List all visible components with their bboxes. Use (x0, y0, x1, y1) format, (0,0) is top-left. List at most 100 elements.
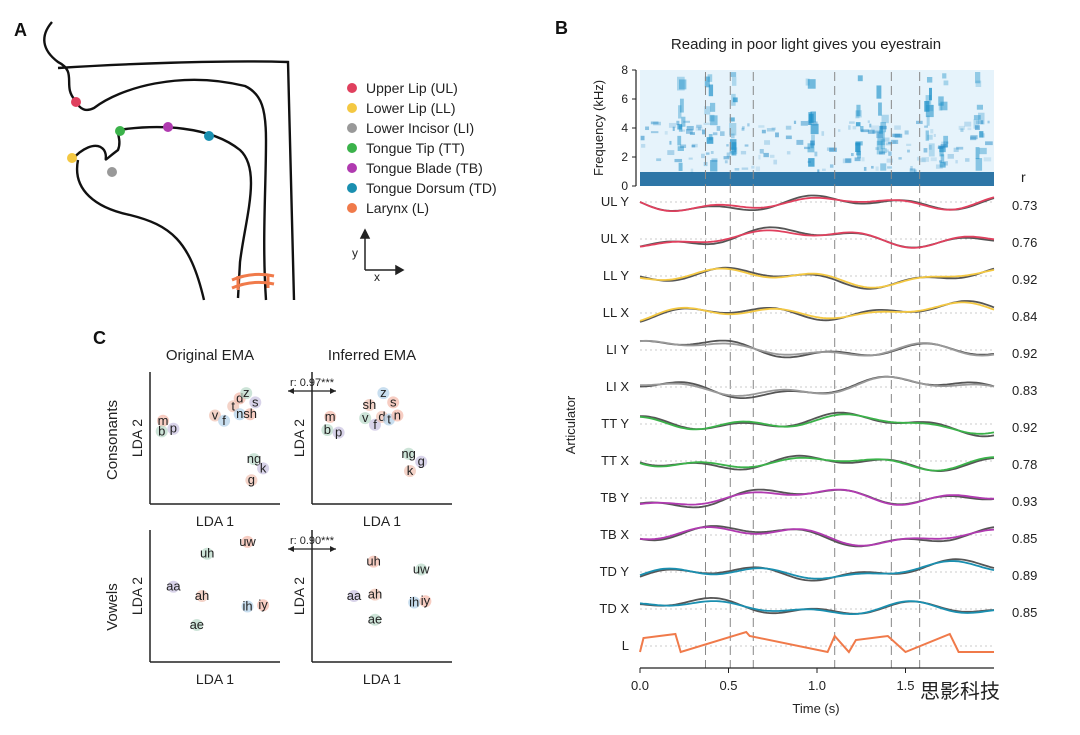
lda-point-label: g (248, 472, 255, 487)
spec-speck (758, 154, 761, 160)
spec-speck (680, 144, 687, 148)
lda-point (363, 398, 376, 411)
spec-burst (855, 122, 861, 127)
lda-point-label: z (243, 385, 250, 400)
lda-point-label: f (222, 413, 226, 428)
spec-speck (758, 125, 765, 128)
spec-burst (678, 79, 687, 90)
lda-point (248, 453, 260, 466)
spec-speck (887, 166, 893, 169)
spec-speck (796, 139, 804, 145)
skull-outline (57, 60, 296, 301)
spec-burst (708, 134, 713, 141)
spec-speck (645, 126, 650, 131)
spec-speck (970, 135, 978, 140)
spec-speck (650, 121, 659, 125)
lda-point-label: uw (413, 562, 430, 577)
spec-burst (729, 123, 737, 136)
spec-burst (940, 154, 945, 164)
spec-speck (814, 151, 818, 157)
trace-inferred (639, 267, 995, 289)
spec-burst (925, 104, 934, 118)
spec-speck (893, 140, 897, 144)
spec-speck (720, 131, 725, 136)
spec-speck (871, 165, 874, 169)
spec-burst (928, 143, 935, 157)
spec-speck (898, 157, 902, 160)
spec-speck (987, 120, 990, 124)
spec-burst (876, 85, 882, 99)
trace-inferred (639, 600, 995, 615)
spec-burst (976, 104, 983, 110)
spec-speck (958, 125, 965, 130)
lda-point-label: d (378, 409, 385, 424)
spec-speck (764, 140, 771, 145)
spec-speck (890, 139, 899, 145)
spec-speck (872, 130, 881, 134)
lda-point (155, 425, 168, 438)
spec-speck (852, 125, 857, 130)
lda-point-label: g (418, 454, 425, 469)
spec-burst (978, 112, 985, 125)
spec-burst (810, 123, 819, 135)
lda-point (227, 400, 240, 413)
lda-point (257, 462, 270, 475)
trace-original (639, 226, 995, 249)
spec-speck (848, 125, 851, 130)
spec-burst (943, 135, 949, 148)
spec-speck (769, 154, 775, 158)
spec-speck (892, 133, 901, 138)
spectrogram-energy (640, 72, 993, 174)
trace-larynx (639, 630, 994, 654)
spec-speck (976, 120, 981, 125)
legend-swatch (347, 203, 357, 213)
spec-speck (697, 127, 701, 131)
jaw (75, 159, 206, 301)
spec-burst (975, 80, 982, 87)
lda-point (415, 455, 428, 468)
trace-inferred (639, 413, 995, 435)
spec-speck (930, 157, 937, 162)
spec-burst (704, 76, 710, 88)
spec-burst (807, 79, 816, 89)
spec-burst (710, 115, 718, 126)
r-header: r (1021, 169, 1026, 185)
spec-speck (956, 146, 964, 150)
lda-point-label: v (212, 408, 219, 423)
spec-speck (656, 158, 662, 162)
spec-burst (731, 142, 737, 156)
row-r-value: 0.89 (1012, 568, 1037, 583)
row-label: L (622, 638, 629, 653)
spec-speck (882, 137, 890, 142)
spec-burst (924, 100, 930, 112)
time-tick-label: 0.0 (631, 678, 649, 693)
lda-point (408, 596, 421, 609)
spec-speck (980, 120, 984, 125)
spec-speck (821, 131, 825, 136)
spec-speck (775, 132, 779, 138)
spec-burst (928, 87, 933, 101)
spec-speck (712, 132, 718, 136)
lda-point (391, 409, 404, 422)
spec-speck (669, 140, 672, 145)
spec-burst (678, 105, 682, 119)
spec-speck (906, 143, 912, 146)
trace-original (640, 375, 995, 399)
spec-speck (985, 141, 993, 146)
spec-burst (677, 146, 684, 151)
trace-inferred (639, 375, 995, 397)
spec-speck (786, 151, 791, 155)
legend-swatch (347, 183, 357, 193)
legend-swatch (347, 163, 357, 173)
spec-speck (696, 124, 702, 128)
spec-speck (941, 141, 946, 144)
spec-speck (763, 152, 769, 158)
spec-burst (708, 84, 714, 97)
spec-burst (975, 158, 983, 171)
spec-speck (907, 149, 910, 153)
spec-burst (732, 76, 737, 86)
spec-speck (810, 140, 815, 146)
spec-speck (759, 148, 764, 154)
spec-burst (979, 131, 984, 138)
vocal-tract-diagram (43, 21, 296, 301)
